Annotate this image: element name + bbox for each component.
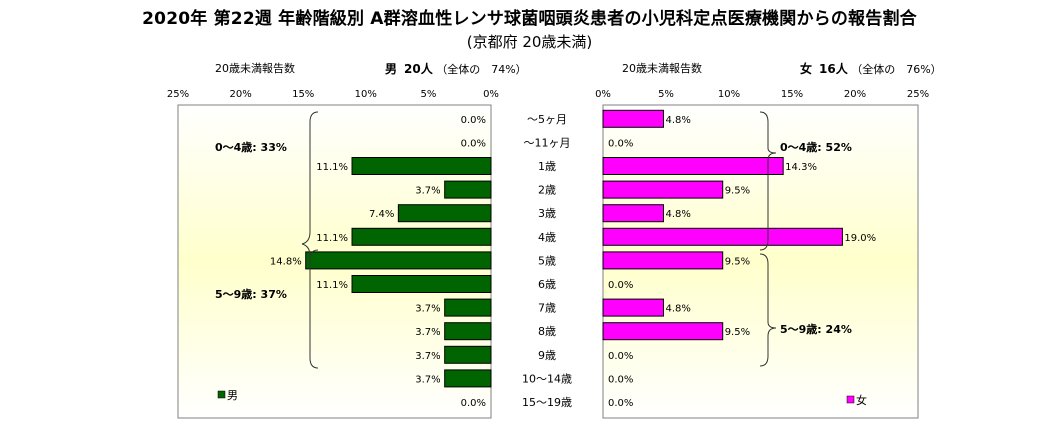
male-data-label: 3.7% <box>415 374 440 385</box>
female-x-tick: 0% <box>595 89 611 100</box>
category-label: 6歳 <box>538 278 556 291</box>
male-data-label: 0.0% <box>461 138 486 149</box>
category-label: 3歳 <box>538 207 556 220</box>
female-data-label: 0.0% <box>608 398 633 409</box>
female-group-0-4-label: 0～4歳: 52% <box>780 140 852 154</box>
male-group-0-4-label: 0～4歳: 33% <box>215 140 287 154</box>
female-data-label: 0.0% <box>608 280 633 291</box>
female-bar <box>602 204 664 223</box>
category-label: ～5ヶ月 <box>527 113 567 126</box>
female-data-label: 9.5% <box>725 256 750 267</box>
male-data-label: 11.1% <box>316 233 348 244</box>
female-legend-label: 女 <box>856 393 867 407</box>
female-bar <box>602 322 724 341</box>
male-data-label: 3.7% <box>415 351 440 362</box>
male-5-9-brace <box>309 249 319 369</box>
category-label: 1歳 <box>538 160 556 173</box>
female-data-label: 14.3% <box>785 162 817 173</box>
male-bar <box>351 157 492 175</box>
female-legend-swatch <box>846 395 855 404</box>
male-data-label: 0.0% <box>461 398 486 409</box>
female-data-label: 4.8% <box>665 209 690 220</box>
male-bar <box>444 369 492 388</box>
female-x-tick: 25% <box>907 89 929 100</box>
male-bar <box>444 322 492 341</box>
female-x-tick: 10% <box>718 89 740 100</box>
male-count: 20人 <box>404 62 433 76</box>
page-title: 2020年 第22週 年齢階級別 A群溶血性レンサ球菌咽頭炎患者の小児科定点医療… <box>142 9 917 29</box>
female-0-4-brace <box>759 111 777 251</box>
female-data-label: 9.5% <box>725 186 750 197</box>
male-x-tick: 25% <box>167 89 189 100</box>
female-5-9-brace <box>759 253 777 367</box>
male-bar <box>444 345 492 364</box>
category-label: 9歳 <box>538 349 556 362</box>
female-x-tick: 20% <box>844 89 866 100</box>
female-data-label: 0.0% <box>608 374 633 385</box>
female-sex-label: 女 <box>800 62 813 76</box>
category-label: 2歳 <box>538 184 556 197</box>
male-count-header: 男 20人 （全体の 74%） <box>385 60 527 77</box>
category-label: ～11ヶ月 <box>524 136 571 149</box>
female-x-tick: 15% <box>781 89 803 100</box>
male-bar <box>444 298 492 317</box>
female-data-label: 9.5% <box>725 327 750 338</box>
male-bar <box>351 227 492 246</box>
female-data-label: 0.0% <box>608 138 633 149</box>
page-subtitle: (京都府 20歳未満) <box>466 33 593 51</box>
male-bar <box>351 275 492 293</box>
male-sex-label: 男 <box>385 62 398 76</box>
male-x-tick: 5% <box>420 89 436 100</box>
female-bar <box>602 109 664 128</box>
female-report-label: 20歳未満報告数 <box>622 62 702 75</box>
category-label: 10～14歳 <box>522 372 572 385</box>
male-data-label: 7.4% <box>369 209 394 220</box>
male-0-4-brace <box>301 111 319 257</box>
male-report-label: 20歳未満報告数 <box>215 62 295 75</box>
male-data-label: 3.7% <box>415 304 440 315</box>
female-x-tick: 5% <box>658 89 674 100</box>
male-bar <box>397 204 492 223</box>
male-data-label: 3.7% <box>415 186 440 197</box>
male-bar <box>305 251 492 270</box>
male-x-tick: 15% <box>292 89 314 100</box>
male-data-label: 11.1% <box>316 280 348 291</box>
male-bar <box>444 180 492 199</box>
female-bar <box>602 180 724 199</box>
male-data-label: 3.7% <box>415 327 440 338</box>
female-data-label: 4.8% <box>665 115 690 126</box>
female-share: （全体の 76%） <box>851 63 942 76</box>
female-bar <box>602 298 664 317</box>
female-count: 16人 <box>819 62 848 76</box>
female-bar <box>602 251 724 270</box>
female-count-header: 女 16人 （全体の 76%） <box>800 60 942 77</box>
category-label: 15～19歳 <box>522 396 572 409</box>
category-label: 4歳 <box>538 231 556 244</box>
male-legend-swatch <box>217 390 226 399</box>
category-label: 7歳 <box>538 302 556 315</box>
male-data-label: 14.8% <box>270 256 302 267</box>
female-bar <box>602 227 843 246</box>
male-x-tick: 20% <box>229 89 251 100</box>
male-x-tick: 10% <box>355 89 377 100</box>
female-group-5-9-label: 5～9歳: 24% <box>780 322 852 336</box>
male-share: （全体の 74%） <box>436 63 527 76</box>
female-data-label: 0.0% <box>608 351 633 362</box>
female-data-label: 4.8% <box>665 304 690 315</box>
male-data-label: 0.0% <box>461 115 486 126</box>
category-label: 8歳 <box>538 325 556 338</box>
category-label: 5歳 <box>538 254 556 267</box>
female-data-label: 19.0% <box>844 233 876 244</box>
female-bar <box>602 157 784 175</box>
male-data-label: 11.1% <box>316 162 348 173</box>
male-group-5-9-label: 5～9歳: 37% <box>215 287 287 301</box>
male-legend-label: 男 <box>227 389 238 402</box>
male-x-tick: 0% <box>483 89 499 100</box>
